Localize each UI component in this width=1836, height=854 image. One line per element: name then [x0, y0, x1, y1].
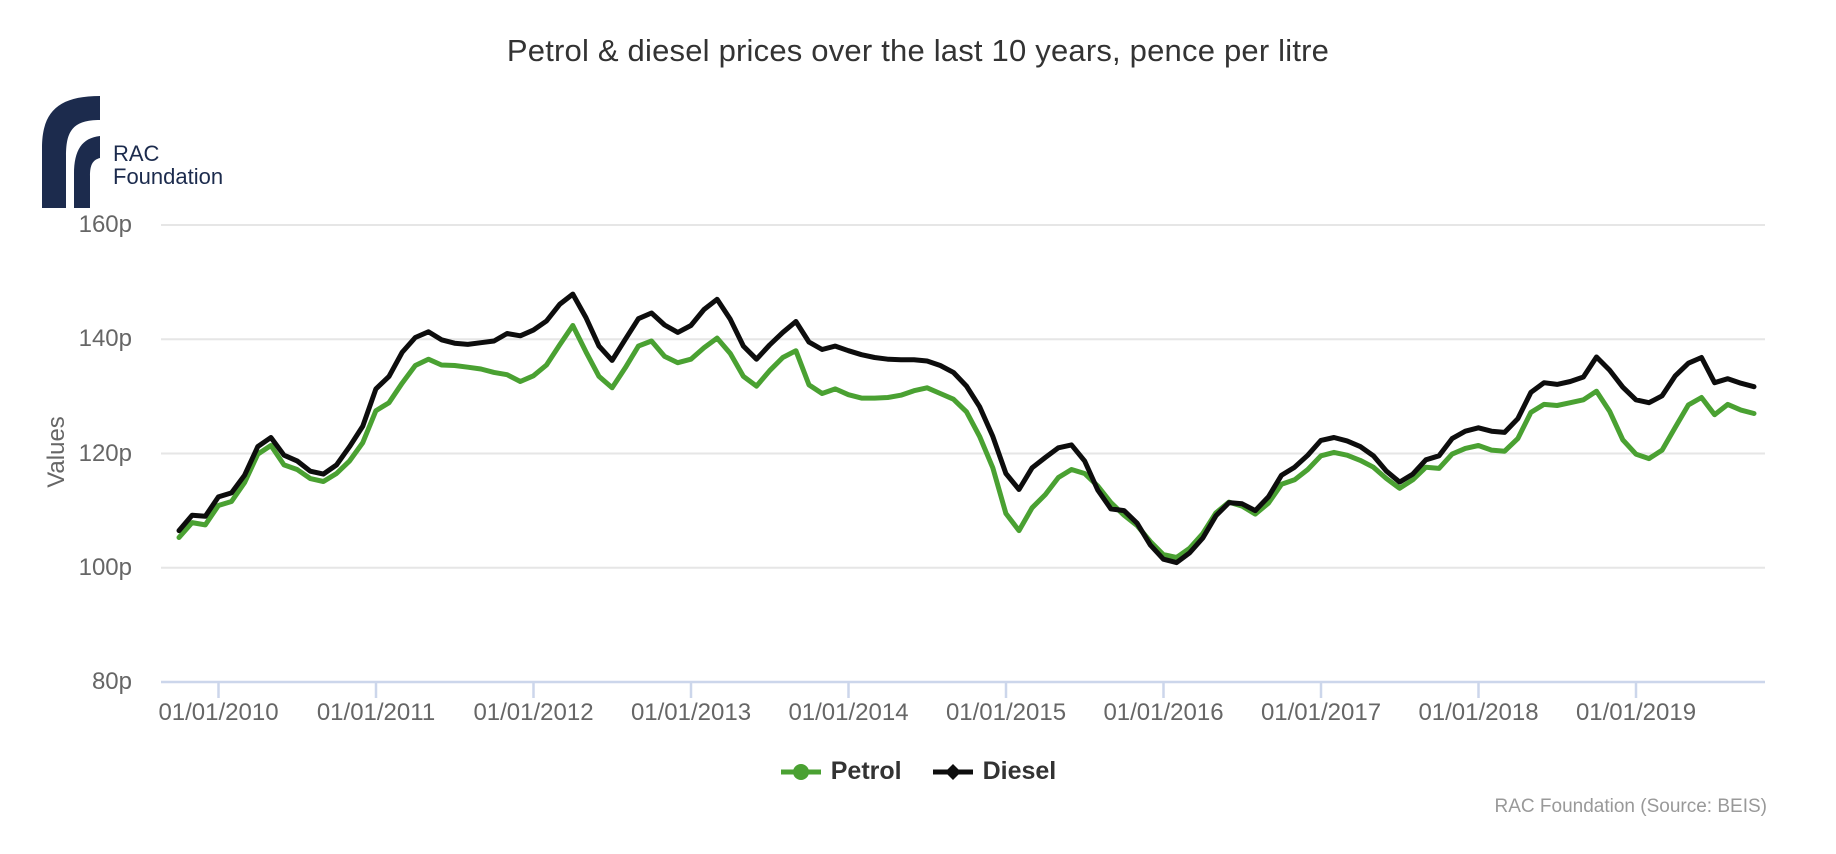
- rac-foundation-logo: RAC Foundation: [42, 94, 223, 217]
- rac-logo-line1: RAC: [113, 141, 160, 166]
- x-tick-label: 01/01/2014: [788, 699, 909, 726]
- rac-logo-text: RAC Foundation: [113, 142, 223, 188]
- x-tick-label: 01/01/2017: [1260, 699, 1382, 726]
- x-tick-label: 01/01/2010: [158, 699, 279, 726]
- credits: RAC Foundation (Source: BEIS): [1494, 796, 1767, 817]
- x-tick-label: 01/01/2016: [1103, 699, 1224, 726]
- x-tick-label: 01/01/2011: [316, 699, 436, 726]
- legend-item-petrol[interactable]: Petrol: [780, 757, 902, 786]
- legend-label-petrol: Petrol: [830, 757, 902, 785]
- petrol-legend-marker-icon: [780, 763, 821, 780]
- x-tick-label: 01/01/2019: [1575, 699, 1697, 726]
- x-tick-label: 01/01/2018: [1418, 699, 1539, 726]
- legend-item-diesel[interactable]: Diesel: [932, 757, 1057, 786]
- y-tick-label: 80p: [91, 668, 132, 695]
- rac-logo-mark: [42, 96, 100, 208]
- y-tick-label: 120p: [78, 439, 132, 467]
- series-line-diesel: [176, 291, 1757, 566]
- x-tick-label: 01/01/2015: [945, 699, 1067, 726]
- rac-logo-line2: Foundation: [113, 164, 224, 189]
- legend: Petrol Diesel: [0, 757, 1836, 786]
- y-tick-label: 140p: [78, 325, 132, 353]
- legend-label-diesel: Diesel: [982, 757, 1057, 785]
- y-tick-label: 100p: [78, 553, 132, 581]
- x-tick-label: 01/01/2013: [630, 699, 752, 726]
- x-tick-label: 01/01/2012: [473, 699, 594, 726]
- diesel-legend-marker-icon: [932, 763, 973, 780]
- y-tick-label: 160p: [78, 211, 132, 238]
- series-line-petrol: [176, 323, 1757, 560]
- chart-title: Petrol & diesel prices over the last 10 …: [506, 33, 1330, 68]
